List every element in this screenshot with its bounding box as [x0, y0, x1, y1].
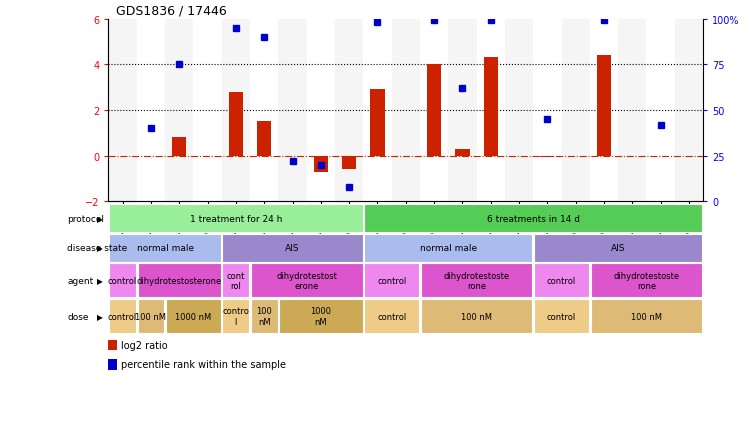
Bar — [533, 20, 562, 202]
Text: dihydrotestoste
rone: dihydrotestoste rone — [444, 271, 509, 290]
Text: contro
l: contro l — [222, 307, 249, 326]
Text: 1000 nM: 1000 nM — [175, 312, 212, 321]
Bar — [250, 20, 278, 202]
Text: dihydrotestosterone: dihydrotestosterone — [137, 276, 222, 285]
Bar — [484, 58, 498, 156]
Text: log2 ratio: log2 ratio — [121, 340, 168, 350]
Bar — [137, 20, 165, 202]
Text: 100 nM: 100 nM — [461, 312, 492, 321]
Text: ▶: ▶ — [96, 244, 102, 253]
Text: control: control — [547, 276, 576, 285]
Bar — [448, 20, 476, 202]
Text: 100
nM: 100 nM — [257, 307, 272, 326]
Text: control: control — [108, 276, 137, 285]
Text: 1 treatment for 24 h: 1 treatment for 24 h — [190, 214, 282, 223]
Text: ▶: ▶ — [96, 276, 102, 285]
Text: dihydrotestoste
rone: dihydrotestoste rone — [613, 271, 679, 290]
Bar — [165, 20, 194, 202]
Bar — [420, 20, 448, 202]
Bar — [172, 138, 186, 156]
Bar — [392, 20, 420, 202]
Bar — [194, 20, 221, 202]
Bar — [540, 156, 554, 158]
Bar — [646, 20, 675, 202]
Text: control: control — [377, 276, 406, 285]
Text: agent: agent — [67, 276, 94, 285]
Text: control: control — [108, 312, 137, 321]
Bar — [313, 156, 328, 172]
Bar — [257, 122, 272, 156]
Bar — [221, 20, 250, 202]
Text: 100 nM: 100 nM — [135, 312, 167, 321]
Text: disease state: disease state — [67, 244, 128, 253]
Bar — [370, 90, 384, 156]
Text: GDS1836 / 17446: GDS1836 / 17446 — [116, 4, 227, 17]
Text: control: control — [547, 312, 576, 321]
Text: normal male: normal male — [420, 244, 476, 253]
Bar — [278, 20, 307, 202]
Text: protocol: protocol — [67, 214, 104, 223]
Text: ▶: ▶ — [96, 214, 102, 223]
Text: percentile rank within the sample: percentile rank within the sample — [121, 360, 286, 369]
Bar — [618, 20, 646, 202]
Bar — [108, 20, 137, 202]
Text: AIS: AIS — [611, 244, 625, 253]
Bar — [229, 92, 243, 156]
Text: ▶: ▶ — [96, 312, 102, 321]
Text: 1000
nM: 1000 nM — [310, 307, 331, 326]
Text: control: control — [377, 312, 406, 321]
Text: AIS: AIS — [285, 244, 300, 253]
Bar — [597, 56, 611, 156]
Bar — [364, 20, 392, 202]
Text: dose: dose — [67, 312, 89, 321]
Text: cont
rol: cont rol — [227, 271, 245, 290]
Text: normal male: normal male — [137, 244, 194, 253]
Bar — [307, 20, 335, 202]
Bar — [476, 20, 505, 202]
Bar — [456, 149, 470, 156]
Bar — [675, 20, 703, 202]
Text: dihydrotestost
erone: dihydrotestost erone — [276, 271, 337, 290]
Bar — [427, 65, 441, 156]
Bar — [335, 20, 364, 202]
Bar — [505, 20, 533, 202]
Bar — [562, 20, 590, 202]
Text: 100 nM: 100 nM — [631, 312, 662, 321]
Bar — [342, 156, 356, 170]
Text: 6 treatments in 14 d: 6 treatments in 14 d — [487, 214, 580, 223]
Bar — [590, 20, 618, 202]
